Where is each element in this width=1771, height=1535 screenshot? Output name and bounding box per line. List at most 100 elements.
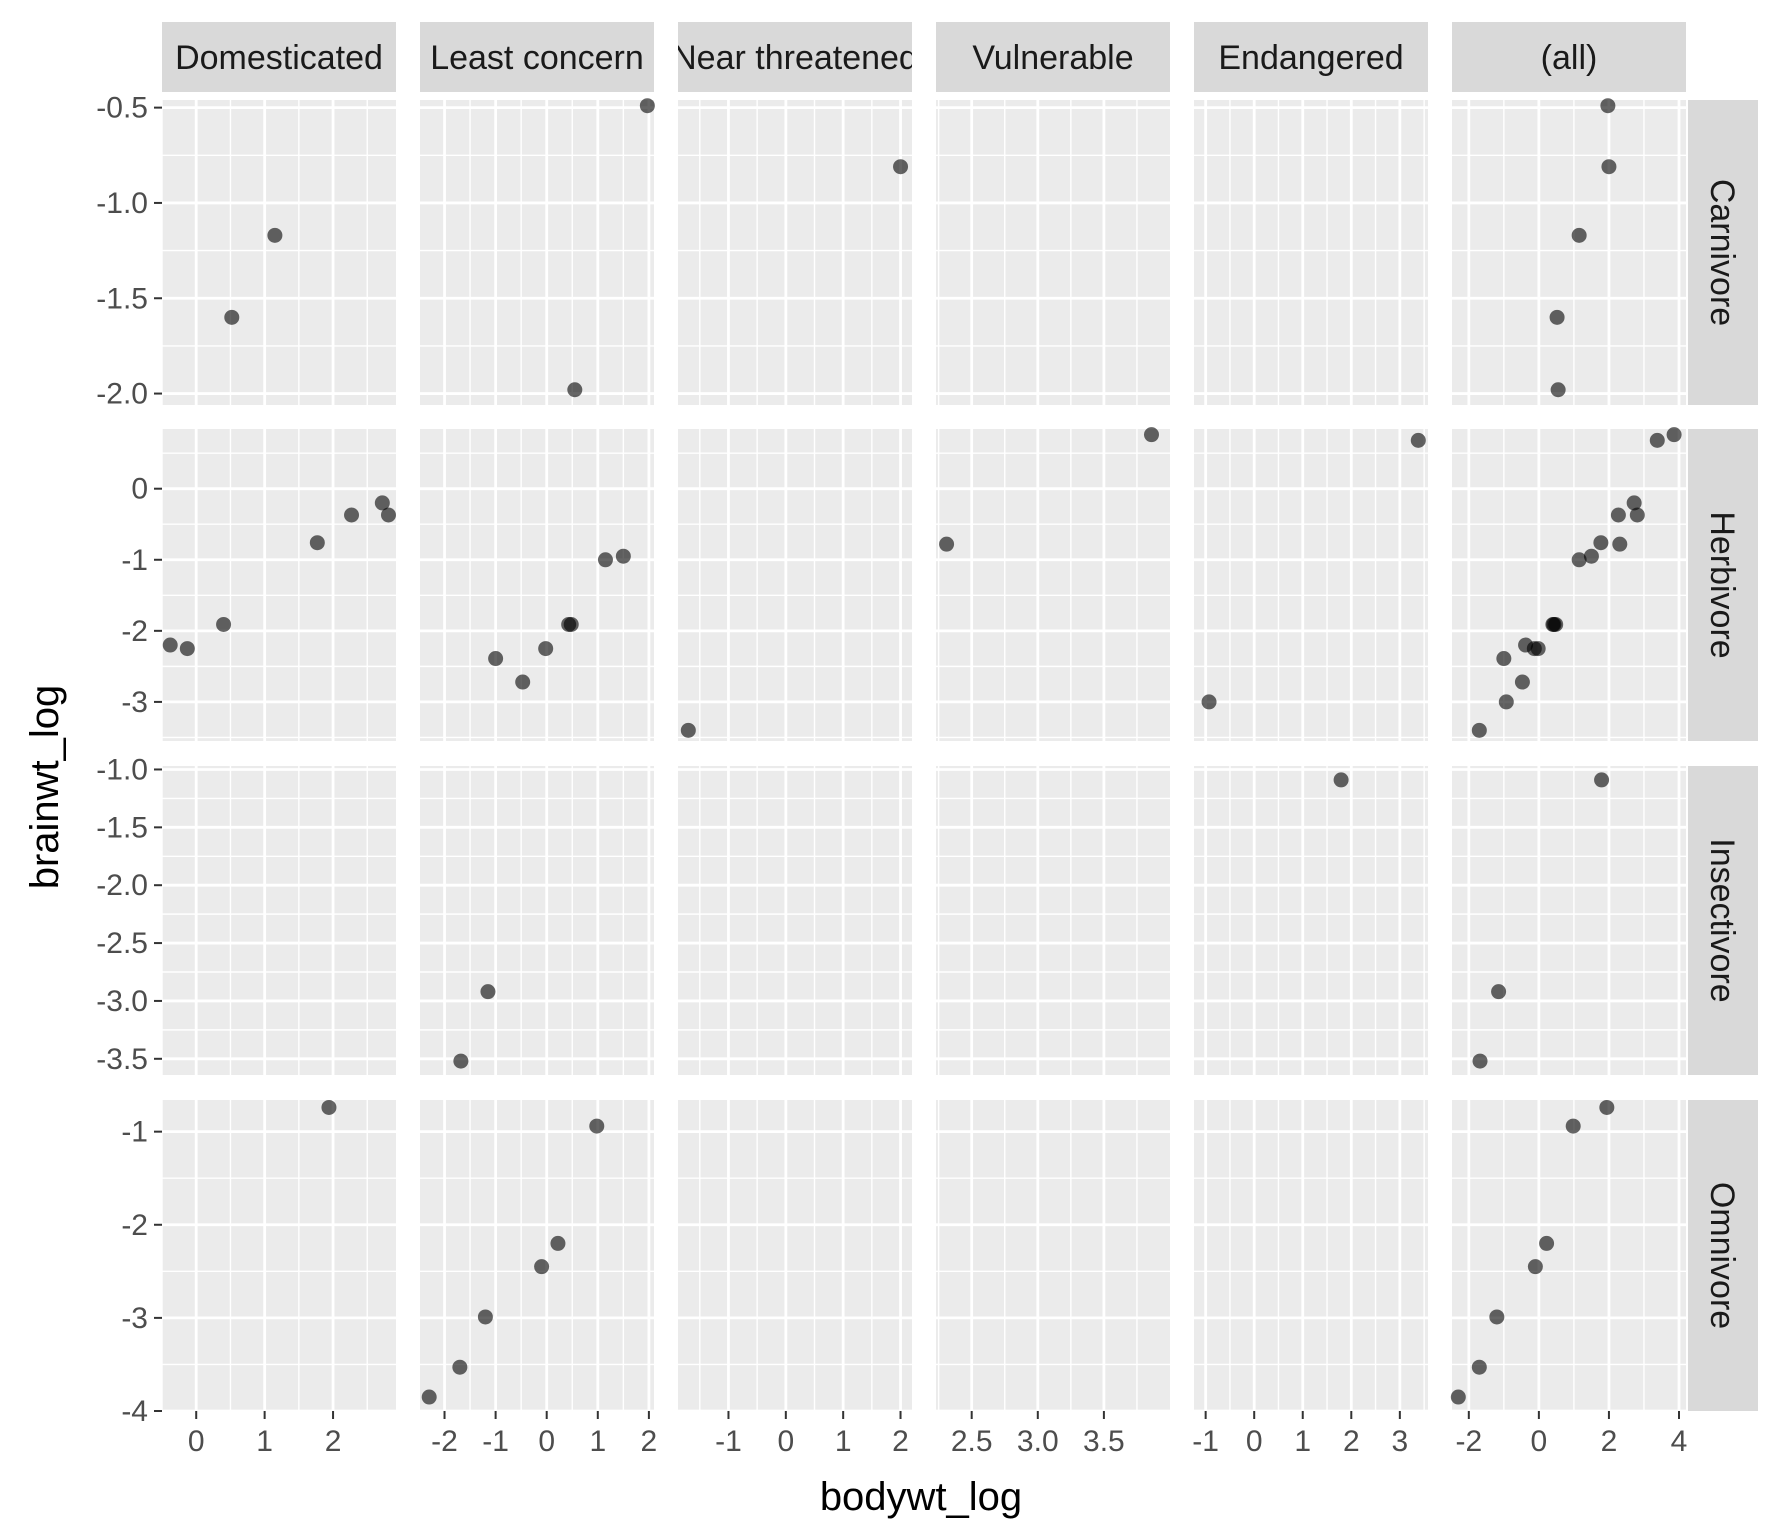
panel-bg [1194, 1100, 1428, 1411]
panel-bg [1194, 429, 1428, 741]
row-strip: Herbivore [1688, 429, 1758, 741]
data-point [1333, 772, 1349, 788]
x-tick-label: 0 [1246, 1425, 1263, 1458]
data-point [1666, 427, 1682, 443]
data-point [567, 382, 583, 398]
panels-layer [161, 98, 1686, 1413]
row-strip-bg [1688, 429, 1758, 741]
panel [936, 100, 1170, 405]
panel-bg [936, 1100, 1170, 1411]
data-point [1489, 1309, 1505, 1325]
x-tick-label: 2 [641, 1425, 658, 1458]
data-point [344, 507, 360, 523]
data-point [162, 637, 178, 653]
column-strips: Domesticated Least concern Near threatened… [162, 22, 1686, 92]
panel [1452, 427, 1686, 741]
x-tick-label: -1 [1192, 1425, 1219, 1458]
panel-bg [162, 1100, 396, 1411]
y-tick-label: -4 [121, 1395, 148, 1428]
row-strip: Carnivore [1688, 100, 1758, 405]
data-point [680, 722, 696, 738]
panel [936, 427, 1170, 741]
row-strip-label: Carnivore [1703, 179, 1741, 326]
panel [1452, 766, 1686, 1075]
x-tick-label: -2 [431, 1425, 458, 1458]
panel-bg [420, 429, 654, 741]
col-strip-label: Endangered [1218, 39, 1403, 77]
y-tick-label: -2.0 [96, 378, 148, 411]
data-point [1539, 1235, 1555, 1251]
x-tick-label: 0 [1531, 1425, 1548, 1458]
data-point [639, 98, 655, 114]
panel [678, 766, 912, 1075]
data-point [1594, 772, 1610, 788]
panel [161, 766, 396, 1075]
data-point [321, 1099, 337, 1115]
y-tick-label: -0.5 [96, 92, 148, 125]
row-strip-label: Insectivore [1703, 838, 1741, 1002]
x-tick-label: -1 [715, 1425, 742, 1458]
col-strip: Endangered [1194, 22, 1428, 92]
data-point [1599, 1099, 1615, 1115]
x-tick-label: 3.0 [1017, 1425, 1059, 1458]
x-tick-label: 2 [1601, 1425, 1618, 1458]
data-point [1410, 432, 1426, 448]
panel [1194, 429, 1428, 741]
data-point [216, 616, 232, 632]
panel [420, 429, 654, 741]
data-point [550, 1235, 566, 1251]
x-tick-label: 0 [777, 1425, 794, 1458]
col-strip-bg [936, 22, 1170, 92]
data-point [1571, 552, 1587, 568]
x-tick-label: 1 [589, 1425, 606, 1458]
data-point [534, 1259, 550, 1275]
panel-bg [1452, 429, 1686, 741]
col-strip-label: (all) [1541, 39, 1598, 77]
data-point [1583, 548, 1599, 564]
y-tick-label: -3 [121, 1302, 148, 1335]
panel-bg [1194, 766, 1428, 1075]
data-point [1496, 651, 1512, 667]
row-strip-label: Herbivore [1703, 511, 1741, 658]
panel-bg [936, 766, 1170, 1075]
data-point [563, 616, 579, 632]
data-point [1626, 495, 1642, 511]
x-tick-label: 0 [538, 1425, 555, 1458]
data-point [421, 1389, 437, 1405]
panel-bg [678, 766, 912, 1075]
panel-bg [678, 429, 912, 741]
panel-bg [162, 100, 396, 405]
y-tick-label: -2.0 [96, 869, 148, 902]
y-tick-label: -3.5 [96, 1043, 148, 1076]
panel [1452, 98, 1686, 405]
x-tick-label: 0 [188, 1425, 205, 1458]
row-strip: Omnivore [1688, 1100, 1758, 1411]
data-point [1610, 507, 1626, 523]
row-strip: Insectivore [1688, 766, 1758, 1075]
data-point [179, 641, 195, 657]
panel [1194, 1100, 1428, 1413]
col-strip-bg [1194, 22, 1428, 92]
data-point [538, 641, 554, 657]
row-strip-bg [1688, 100, 1758, 405]
panel [936, 766, 1170, 1075]
panel [678, 429, 912, 741]
panel-bg [162, 429, 396, 741]
col-strip-bg [678, 22, 912, 92]
col-strip: Domesticated [162, 22, 396, 92]
panel-bg [936, 100, 1170, 405]
data-point [1612, 536, 1628, 552]
x-tick-label: 2 [325, 1425, 342, 1458]
y-tick-label: -3.0 [96, 985, 148, 1018]
data-point [224, 309, 240, 325]
panel-bg [678, 1100, 912, 1411]
data-point [1549, 309, 1565, 325]
y-tick-label: -1.0 [96, 753, 148, 786]
x-tick-label: 2 [1343, 1425, 1360, 1458]
col-strip-label: Vulnerable [972, 39, 1133, 77]
x-tick-label: 2 [892, 1425, 909, 1458]
panel-bg [420, 1100, 654, 1411]
panel [1194, 766, 1428, 1075]
data-point [1601, 159, 1617, 175]
data-point [1548, 616, 1564, 632]
